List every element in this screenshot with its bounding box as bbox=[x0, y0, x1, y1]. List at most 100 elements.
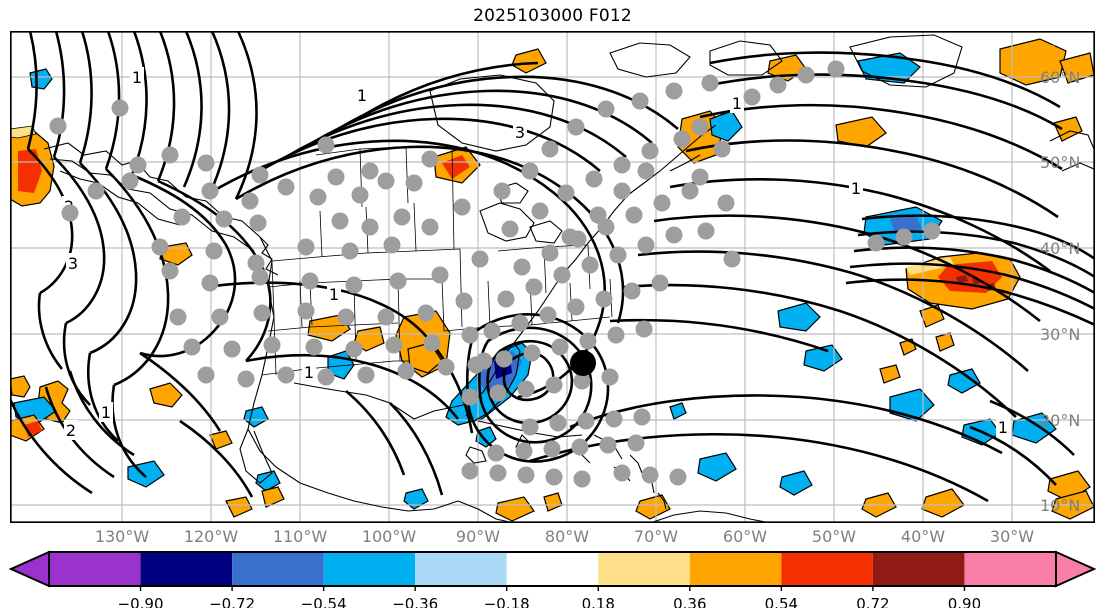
station-dot bbox=[609, 246, 627, 264]
station-dot bbox=[513, 258, 531, 276]
station-dot bbox=[633, 408, 651, 426]
station-dot bbox=[461, 326, 479, 344]
station-dot bbox=[383, 236, 401, 254]
station-dot bbox=[377, 308, 395, 326]
colorbar-tick-label: −0.54 bbox=[301, 595, 347, 608]
station-dot bbox=[541, 140, 559, 158]
contour-label: 1 bbox=[101, 403, 111, 422]
contour-label-halo bbox=[64, 420, 78, 440]
station-dot bbox=[223, 340, 241, 358]
station-dot bbox=[597, 218, 615, 236]
contour-label: 1 bbox=[851, 179, 861, 198]
station-dot bbox=[607, 326, 625, 344]
station-dot bbox=[421, 218, 439, 236]
station-dot bbox=[669, 468, 687, 486]
station-dot bbox=[351, 186, 369, 204]
contour-label: 1 bbox=[132, 68, 142, 87]
contour-label-halo bbox=[327, 284, 341, 304]
lon-tick-label: 90°W bbox=[455, 527, 501, 546]
station-dot bbox=[341, 242, 359, 260]
station-dot bbox=[521, 418, 539, 436]
contour-label-halo bbox=[513, 122, 527, 142]
contour-label: 3 bbox=[515, 123, 525, 142]
station-dot bbox=[827, 60, 845, 78]
station-dot bbox=[511, 314, 529, 332]
station-dot bbox=[653, 194, 671, 212]
station-dot bbox=[539, 306, 557, 324]
station-dot bbox=[541, 244, 559, 262]
station-dot bbox=[471, 250, 489, 268]
station-dot bbox=[493, 182, 511, 200]
station-dot bbox=[263, 336, 281, 354]
lon-tick-label: 100°W bbox=[361, 527, 417, 546]
lon-tick-label: 130°W bbox=[94, 527, 150, 546]
station-dot bbox=[623, 282, 641, 300]
station-dot bbox=[211, 308, 229, 326]
station-dot bbox=[121, 172, 139, 190]
station-dot bbox=[169, 308, 187, 326]
station-dot bbox=[361, 162, 379, 180]
station-dot bbox=[525, 278, 543, 296]
station-dot bbox=[87, 182, 105, 200]
station-dot bbox=[625, 206, 643, 224]
station-dot bbox=[161, 146, 179, 164]
station-dot bbox=[641, 466, 659, 484]
station-dot bbox=[579, 332, 597, 350]
station-dot bbox=[297, 238, 315, 256]
colorbar-segment bbox=[506, 552, 599, 586]
colorbar-tick-label: −0.72 bbox=[209, 595, 255, 608]
colorbar-segment bbox=[49, 552, 141, 586]
station-dot bbox=[151, 238, 169, 256]
station-dot bbox=[549, 414, 567, 432]
lon-tick-label: 30°W bbox=[989, 527, 1035, 546]
colorbar-tick-label: 0.36 bbox=[673, 595, 706, 608]
station-dot bbox=[691, 168, 709, 186]
station-dot bbox=[497, 290, 515, 308]
colorbar-extend-min bbox=[8, 550, 50, 588]
station-dot bbox=[867, 234, 885, 252]
station-dot bbox=[637, 162, 655, 180]
station-dot bbox=[331, 212, 349, 230]
station-dot bbox=[251, 166, 269, 184]
station-dot bbox=[385, 336, 403, 354]
contour-label: 1 bbox=[357, 86, 367, 105]
lat-tick-label: 30°N bbox=[1040, 325, 1081, 344]
station-dot bbox=[613, 464, 631, 482]
station-dot bbox=[345, 276, 363, 294]
station-dot bbox=[301, 272, 319, 290]
station-dot bbox=[717, 194, 735, 212]
station-dot bbox=[215, 210, 233, 228]
lon-tick-label: 60°W bbox=[722, 527, 768, 546]
station-dot bbox=[317, 368, 335, 386]
station-dot bbox=[723, 250, 741, 268]
station-dot bbox=[691, 118, 709, 136]
station-dot bbox=[601, 368, 619, 386]
lat-tick-label: 20°N bbox=[1040, 411, 1081, 430]
contour-label-halo bbox=[99, 402, 113, 422]
colorbar-tick-label: 0.18 bbox=[582, 595, 615, 608]
station-dot bbox=[641, 142, 659, 160]
station-dot bbox=[573, 470, 591, 488]
lon-tick-label: 120°W bbox=[183, 527, 239, 546]
station-dot bbox=[581, 256, 599, 274]
station-dot bbox=[173, 208, 191, 226]
station-dot bbox=[571, 438, 589, 456]
station-dot bbox=[337, 308, 355, 326]
station-dot bbox=[453, 198, 471, 216]
contour-label: 1 bbox=[998, 418, 1008, 437]
colorbar-segment bbox=[415, 552, 507, 586]
contour-label-halo bbox=[302, 362, 316, 382]
station-dot bbox=[613, 182, 631, 200]
colorbar-tick-label: −0.36 bbox=[392, 595, 438, 608]
station-dot bbox=[501, 220, 519, 238]
colorbar-segment bbox=[872, 552, 965, 586]
station-dot bbox=[487, 444, 505, 462]
station-dot bbox=[635, 320, 653, 338]
station-dot bbox=[597, 100, 615, 118]
station-dot bbox=[277, 178, 295, 196]
map-canvas: 112331111112 bbox=[10, 31, 1095, 523]
station-dot bbox=[345, 340, 363, 358]
colorbar-tick-label: −0.90 bbox=[118, 595, 164, 608]
station-dot bbox=[461, 462, 479, 480]
